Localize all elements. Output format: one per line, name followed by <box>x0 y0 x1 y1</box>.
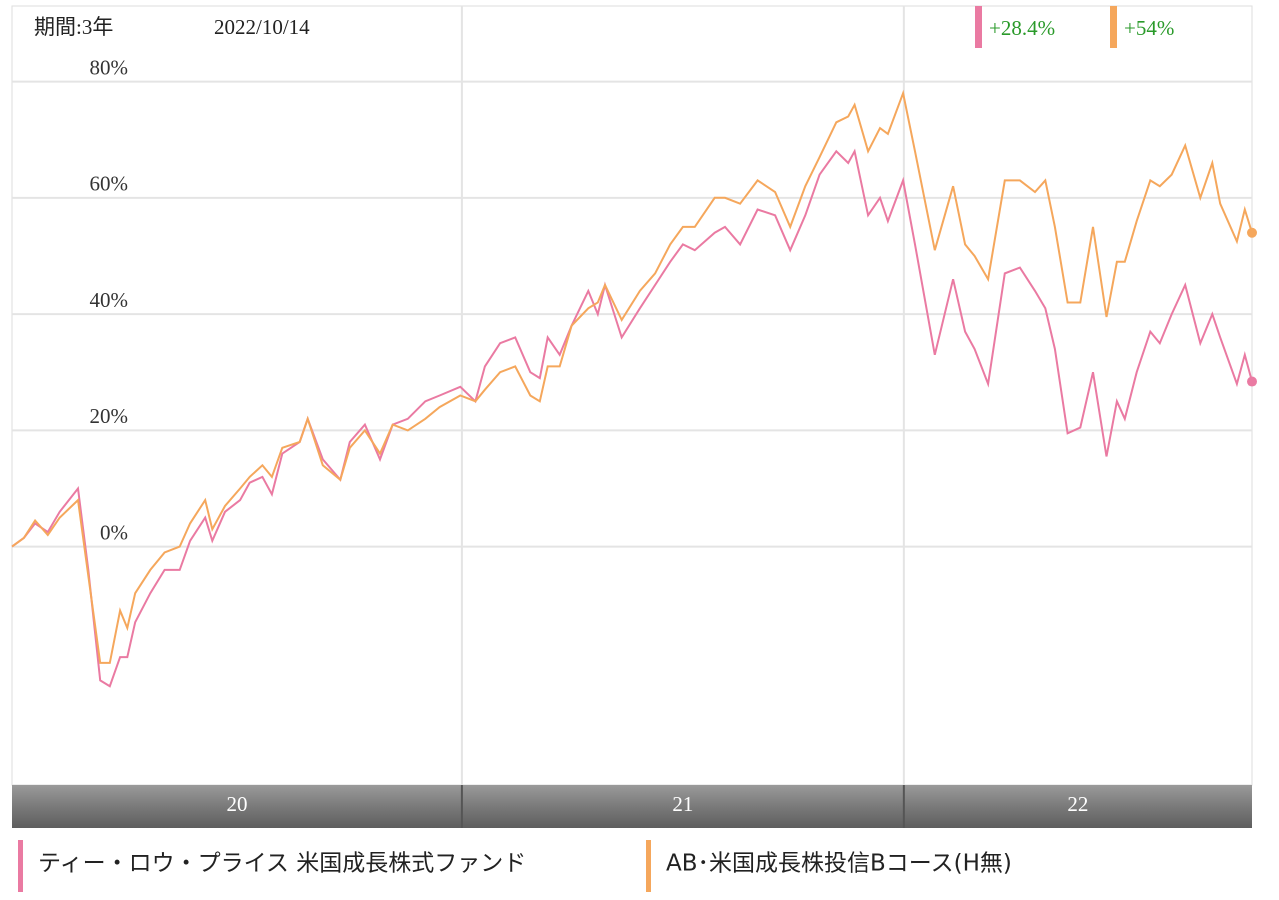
return-label: +28.4% <box>989 16 1055 40</box>
x-period-label: 20 <box>226 792 247 816</box>
y-tick-label: 80% <box>90 55 129 79</box>
series-line <box>11 148 1253 688</box>
return-swatch <box>1110 6 1117 48</box>
x-period-label: 21 <box>672 792 693 816</box>
legend-swatch <box>646 840 651 892</box>
y-tick-label: 20% <box>90 404 129 428</box>
legend-label: ティー・ロウ・プライス 米国成長株式ファンド <box>38 851 526 877</box>
legend-swatch <box>18 840 23 892</box>
lines <box>11 89 1257 688</box>
y-tick-label: 0% <box>100 520 128 544</box>
y-tick-label: 40% <box>90 288 129 312</box>
return-swatch <box>975 6 982 48</box>
y-tick-label: 60% <box>90 172 129 196</box>
x-axis-bar <box>12 785 1252 828</box>
series-line <box>11 89 1253 664</box>
date-label: 2022/10/14 <box>214 15 310 39</box>
x-period-label: 22 <box>1067 792 1088 816</box>
period-label: 期間:3年 <box>34 15 113 39</box>
legend-label: AB･米国成長株投信Bコース(H無) <box>666 851 1012 877</box>
return-label: +54% <box>1124 16 1174 40</box>
end-point <box>1247 376 1257 387</box>
plot-frame <box>11 5 1253 786</box>
end-point <box>1247 227 1257 238</box>
